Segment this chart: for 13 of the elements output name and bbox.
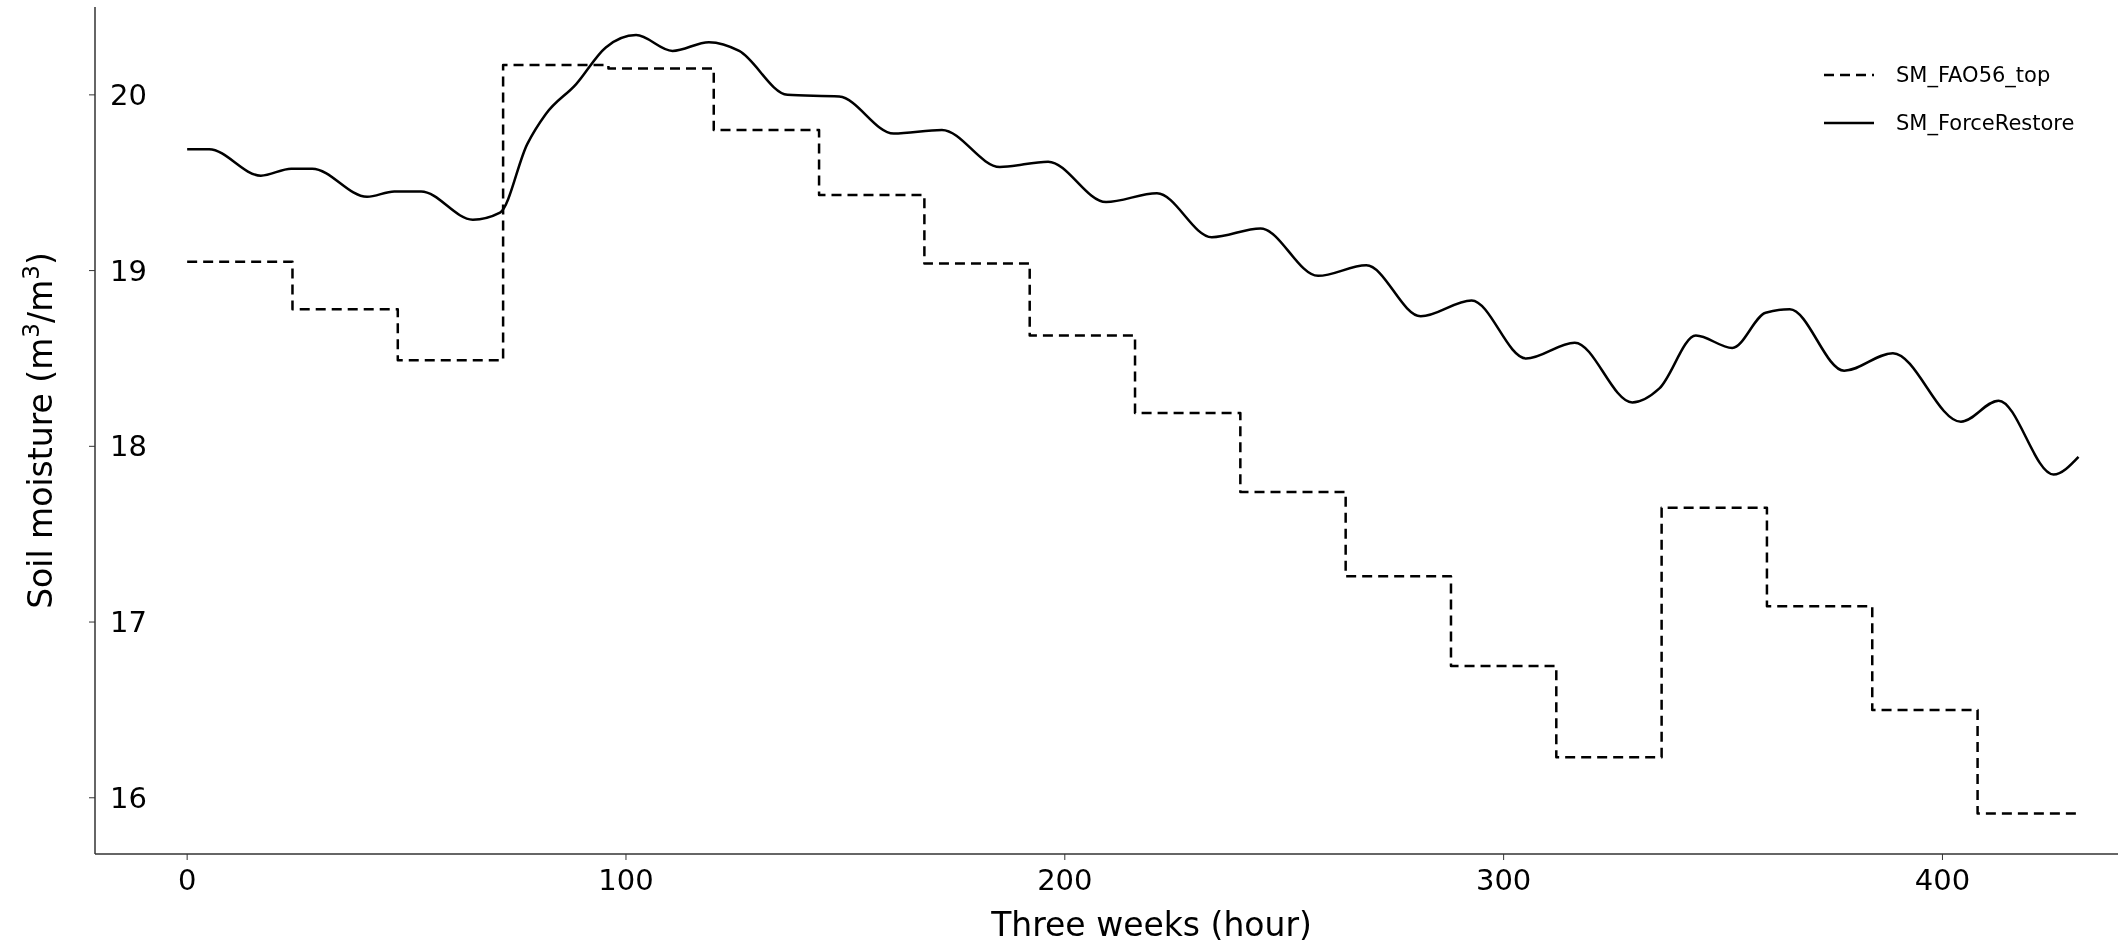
- y-tick-label: 16: [110, 780, 147, 815]
- x-tick-label: 100: [598, 863, 654, 897]
- y-tick-label: 17: [110, 605, 147, 640]
- x-tick-label: 400: [1914, 863, 1971, 897]
- x-tick-label: 200: [1037, 863, 1093, 897]
- x-tick-label: 0: [177, 863, 197, 897]
- x-axis-title: Three weeks (hour): [990, 905, 1312, 944]
- x-tick-label: 300: [1475, 863, 1532, 897]
- y-tick-label: 20: [110, 78, 147, 113]
- legend-label: SM_FAO56_top: [1896, 63, 2051, 89]
- y-tick-label: 19: [110, 253, 147, 288]
- y-tick-label: 18: [110, 429, 147, 464]
- legend-label: SM_ForceRestore: [1896, 111, 2075, 137]
